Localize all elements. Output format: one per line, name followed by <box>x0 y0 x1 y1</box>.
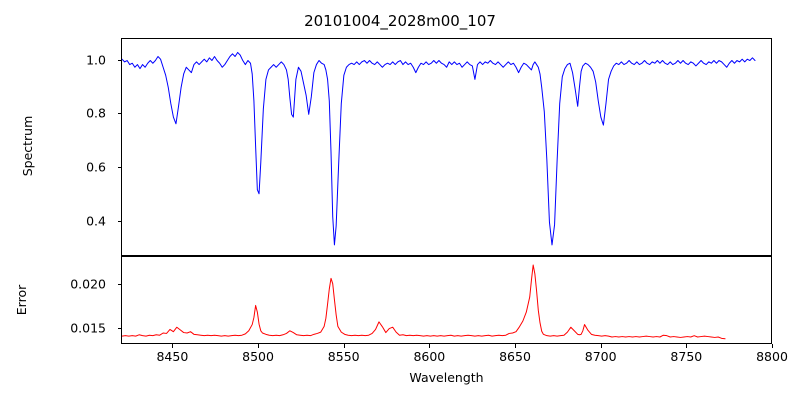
error-ytick-mark <box>117 328 121 329</box>
x-tick-label: 8750 <box>670 349 703 364</box>
x-tick-mark <box>600 344 602 348</box>
page-title: 20101004_2028m00_107 <box>304 12 496 30</box>
x-tick-label: 8550 <box>327 349 360 364</box>
x-tick-mark <box>172 344 174 348</box>
x-tick-label: 8700 <box>584 349 617 364</box>
spectrum-ytick-mark <box>117 167 121 169</box>
x-tick-mark <box>343 344 345 348</box>
spectrum-trace <box>122 51 756 246</box>
error-ytick-label: 0.020 <box>70 276 106 292</box>
spectrum-ytick-mark <box>117 59 121 61</box>
error-panel <box>121 256 772 344</box>
x-axis-label: Wavelength <box>409 370 484 385</box>
x-tick-mark <box>686 344 688 348</box>
x-tick-mark <box>515 344 517 348</box>
x-tick-label: 8650 <box>499 349 531 364</box>
x-tick-mark <box>429 344 431 348</box>
error-ytick-label: 0.015 <box>70 320 106 336</box>
error-trace <box>122 264 726 340</box>
error-line-series <box>122 264 726 340</box>
spectrum-ytick-mark <box>117 221 121 222</box>
x-tick-label: 8500 <box>242 349 274 364</box>
spectrum-ytick-label: 0.6 <box>86 159 106 175</box>
x-tick-mark <box>772 344 773 348</box>
spectrum-ytick-mark <box>117 113 121 115</box>
spectrum-line-series <box>122 51 756 246</box>
spectrum-ytick-label: 0.8 <box>86 105 106 121</box>
spectrum-y-ticks: 0.4 0.6 0.8 1.0 <box>0 38 112 256</box>
spectrum-ytick-label: 1.0 <box>86 52 106 68</box>
x-tick-label: 8600 <box>413 349 446 364</box>
error-y-ticks: 0.015 0.020 <box>0 256 112 344</box>
x-tick-mark <box>258 344 260 348</box>
spectrum-ytick-label: 0.4 <box>86 213 106 229</box>
x-tick-label: 8450 <box>156 349 189 364</box>
x-tick-label: 8800 <box>756 349 788 364</box>
spectrum-panel <box>121 38 772 256</box>
error-ytick-mark <box>117 283 121 285</box>
